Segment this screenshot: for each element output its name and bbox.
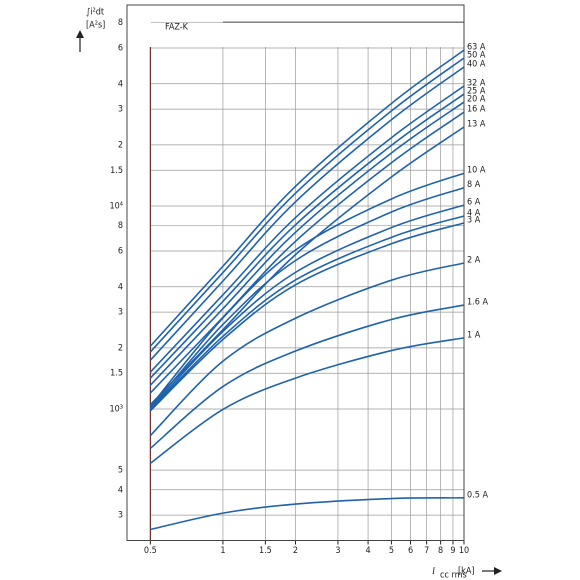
x-tick-label: 2 <box>293 546 298 556</box>
x-tick-label: 9 <box>450 546 455 556</box>
series-label: 1 A <box>467 330 481 340</box>
series-line <box>149 111 465 394</box>
series-line <box>149 49 465 347</box>
series-label: 50 A <box>467 50 486 60</box>
series-label: 63 A <box>467 43 486 53</box>
y-tick-label: 3 <box>118 308 123 318</box>
y-tick-label: 3 <box>118 511 123 521</box>
series-label: 20 A <box>467 95 486 105</box>
series-label: 13 A <box>467 119 486 129</box>
series-line <box>149 126 465 406</box>
x-tick-label: 3 <box>335 546 340 556</box>
x-tick-label: 10 <box>459 546 469 556</box>
series-label: 3 A <box>467 215 481 225</box>
series-label: 4 A <box>467 208 481 218</box>
y-tick-label: 4 <box>118 282 123 292</box>
plot-frame <box>126 4 465 541</box>
series-line <box>149 215 465 411</box>
y-axis-unit: [A²s] <box>86 21 105 31</box>
y-tick-label: 2 <box>118 140 123 150</box>
chart-title: FAZ-K <box>165 23 189 33</box>
series-line <box>149 337 465 464</box>
series-line <box>149 57 465 353</box>
series-line <box>149 85 465 373</box>
x-axis-subscript: cc rms <box>440 571 467 580</box>
series-label: 16 A <box>467 105 486 115</box>
y-tick-label: 8 <box>118 221 123 231</box>
x-arrow-head <box>494 567 502 575</box>
y-tick-label: 4 <box>118 79 123 89</box>
x-axis-symbol: I <box>431 566 436 576</box>
series-line <box>150 497 465 531</box>
series-label: 8 A <box>467 180 481 190</box>
series-line <box>149 262 465 437</box>
series-line <box>149 304 465 449</box>
y-tick-label: 1.5 <box>110 369 123 379</box>
y-tick-label: 1.5 <box>110 166 123 176</box>
series-label: 0.5 A <box>467 490 488 500</box>
series-label: 2 A <box>467 255 481 265</box>
series-label: 32 A <box>467 79 486 89</box>
x-tick-label: 0.5 <box>144 546 157 556</box>
series-line <box>149 93 465 379</box>
y-tick-label: 2 <box>118 343 123 353</box>
y-tick-label: 8 <box>118 18 123 28</box>
y-tick-label: 10⁴ <box>109 201 123 211</box>
series-line <box>149 101 465 386</box>
y-arrow-head <box>76 30 84 38</box>
series-label: 40 A <box>467 59 486 69</box>
series-line <box>149 204 465 410</box>
y-tick-label: 5 <box>118 466 123 476</box>
x-tick-label: 1.5 <box>259 546 272 556</box>
series-line <box>149 172 465 407</box>
series-line <box>149 222 465 412</box>
x-axis-unit: [kA] <box>458 567 475 577</box>
series-label: 25 A <box>467 87 486 97</box>
x-tick-label: 4 <box>365 546 370 556</box>
y-tick-label: 10³ <box>109 404 123 414</box>
y-tick-label: 6 <box>118 44 123 54</box>
series-line <box>149 186 465 409</box>
series-line <box>149 66 465 361</box>
x-tick-label: 8 <box>438 546 443 556</box>
y-tick-label: 3 <box>118 105 123 115</box>
x-tick-label: 5 <box>389 546 394 556</box>
series-label: 1.6 A <box>467 298 488 308</box>
y-axis-label: ∫i²dt <box>86 8 104 18</box>
series-label: 6 A <box>467 198 481 208</box>
x-tick-label: 6 <box>408 546 413 556</box>
y-tick-label: 6 <box>118 247 123 257</box>
y-tick-label: 4 <box>118 485 123 495</box>
x-tick-label: 1 <box>220 546 225 556</box>
series-label: 10 A <box>467 166 486 176</box>
x-tick-label: 7 <box>424 546 429 556</box>
